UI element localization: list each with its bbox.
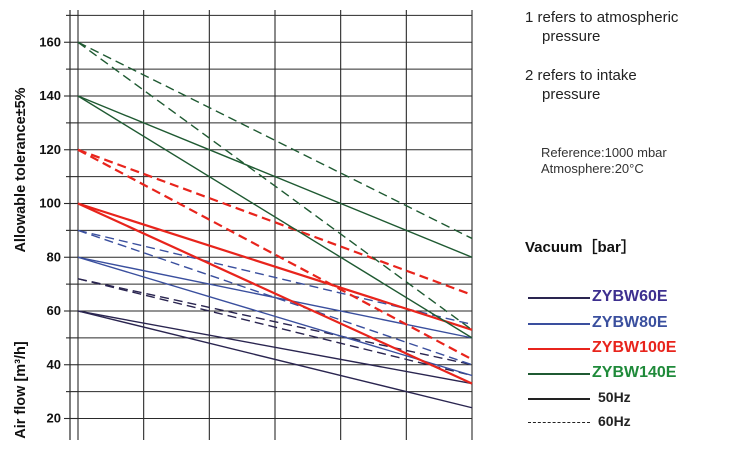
legend-line-50hz bbox=[528, 398, 590, 400]
y-axis-label-airflow: Air flow [m³/h] bbox=[13, 341, 29, 439]
reference-note: Reference:1000 mbar Atmosphere:20°C bbox=[541, 145, 667, 177]
series-lines bbox=[77, 41, 473, 409]
grid bbox=[64, 10, 473, 440]
legend-line-60hz bbox=[528, 422, 590, 423]
series-line-zybw60e-60hz-2 bbox=[77, 278, 473, 366]
reference-pressure: Reference:1000 mbar bbox=[541, 145, 667, 160]
legend-label-zybw100e: ZYBW100E bbox=[592, 339, 677, 356]
legend-label-zybw60e: ZYBW60E bbox=[592, 288, 668, 305]
note-intake-line2: pressure bbox=[542, 86, 601, 103]
y-tick-label: 100 bbox=[39, 196, 61, 211]
note-atmospheric-line2: pressure bbox=[542, 28, 601, 45]
y-tick-label: 20 bbox=[47, 411, 61, 426]
series-line-zybw60e-50hz-2 bbox=[77, 310, 473, 385]
legend-line-zybw140e bbox=[528, 373, 590, 375]
legend-line-zybw60e bbox=[528, 297, 590, 299]
series-line-zybw100e-60hz-2 bbox=[77, 148, 473, 361]
reference-atmosphere: Atmosphere:20°C bbox=[541, 161, 644, 176]
note-atmospheric: 1 refers to atmospheric pressure bbox=[525, 8, 678, 46]
y-axis-label-tolerance: Allowable tolerance±5% bbox=[13, 87, 29, 252]
flow-chart: 20 40 60 80 100 120 140 160 Allowable tolerance… bbox=[13, 10, 473, 440]
note-intake-line1: 2 refers to intake bbox=[525, 67, 637, 84]
series-line-zybw140e-50hz-2 bbox=[77, 95, 473, 339]
legend-title: Vacuum［bar］ bbox=[525, 239, 636, 256]
note-intake: 2 refers to intake pressure bbox=[525, 66, 637, 104]
note-atmospheric-line1: 1 refers to atmospheric bbox=[525, 9, 679, 26]
legend-label-zybw80e: ZYBW80E bbox=[592, 314, 668, 331]
y-tick-label: 80 bbox=[47, 249, 61, 264]
legend-label-zybw140e: ZYBW140E bbox=[592, 364, 677, 381]
y-tick-label: 120 bbox=[39, 142, 61, 157]
legend-label-50hz: 50Hz bbox=[598, 389, 631, 405]
legend-label-60hz: 60Hz bbox=[598, 413, 631, 429]
y-tick-label: 160 bbox=[39, 34, 61, 49]
legend-line-zybw100e bbox=[528, 348, 590, 350]
legend-line-zybw80e bbox=[528, 323, 590, 325]
y-tick-label: 140 bbox=[39, 88, 61, 103]
series-line-zybw140e-60hz-2 bbox=[77, 41, 473, 331]
y-tick-labels: 20 40 60 80 100 120 140 160 bbox=[39, 34, 61, 425]
series-line-zybw60e-50hz-1 bbox=[77, 310, 473, 409]
y-tick-label: 60 bbox=[47, 303, 61, 318]
series-line-zybw100e-50hz-2 bbox=[77, 202, 473, 385]
y-tick-label: 40 bbox=[47, 357, 61, 372]
series-line-zybw140e-60hz-1 bbox=[77, 41, 473, 240]
series-line-zybw80e-50hz-2 bbox=[77, 256, 473, 377]
series-line-zybw100e-50hz-1 bbox=[77, 202, 473, 331]
series-line-zybw60e-60hz-1 bbox=[77, 278, 473, 377]
y-axis-labels: Allowable tolerance±5% Air flow [m³/h] bbox=[13, 87, 29, 438]
series-line-zybw140e-50hz-1 bbox=[77, 95, 473, 258]
